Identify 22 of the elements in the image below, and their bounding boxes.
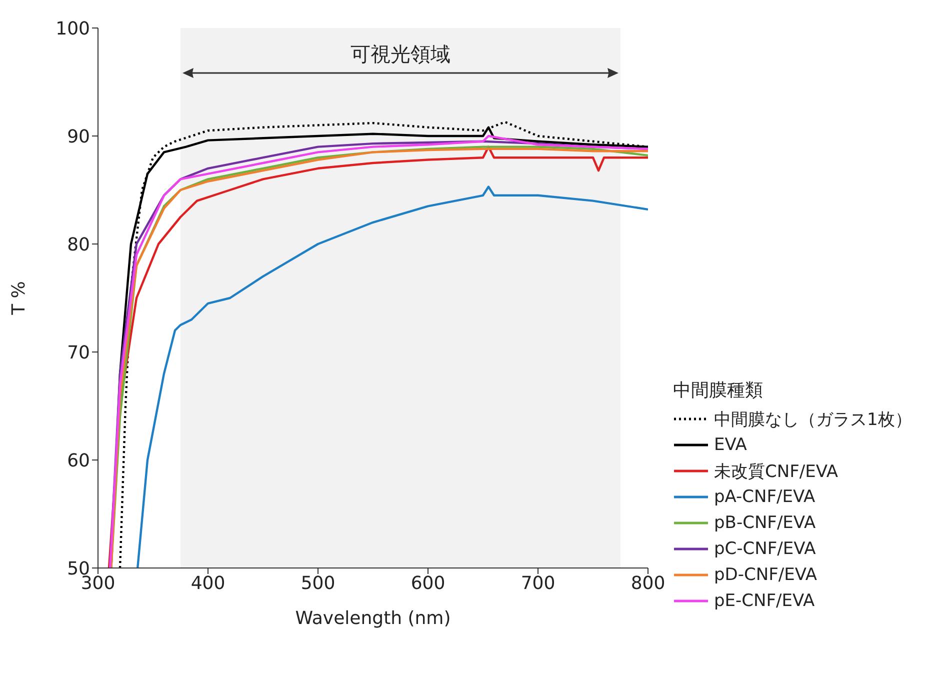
legend-label: pD-CNF/EVA: [714, 565, 818, 585]
x-axis-title: Wavelength (nm): [295, 608, 451, 629]
band-label: 可視光領域: [350, 42, 450, 66]
y-tick-label: 90: [67, 126, 90, 148]
legend-label: pC-CNF/EVA: [714, 539, 816, 559]
x-tick-label: 700: [520, 572, 556, 594]
y-tick-label: 100: [56, 18, 90, 40]
legend-label: 中間膜なし（ガラス1枚）: [714, 408, 912, 430]
y-axis-title: T %: [8, 281, 30, 316]
x-tick-label: 600: [410, 572, 446, 594]
y-tick-label: 70: [67, 342, 90, 364]
x-tick-label: 400: [190, 572, 226, 594]
legend-label: pB-CNF/EVA: [714, 513, 816, 533]
legend-title: 中間膜種類: [673, 379, 764, 402]
legend-label: 未改質CNF/EVA: [714, 460, 838, 482]
x-tick-label: 800: [630, 572, 666, 594]
y-tick-label: 60: [67, 450, 90, 472]
y-tick-label: 80: [67, 234, 90, 256]
legend-label: pE-CNF/EVA: [714, 591, 815, 611]
legend-label: pA-CNF/EVA: [714, 487, 816, 507]
x-tick-label: 500: [300, 572, 336, 594]
legend-label: EVA: [714, 435, 747, 455]
